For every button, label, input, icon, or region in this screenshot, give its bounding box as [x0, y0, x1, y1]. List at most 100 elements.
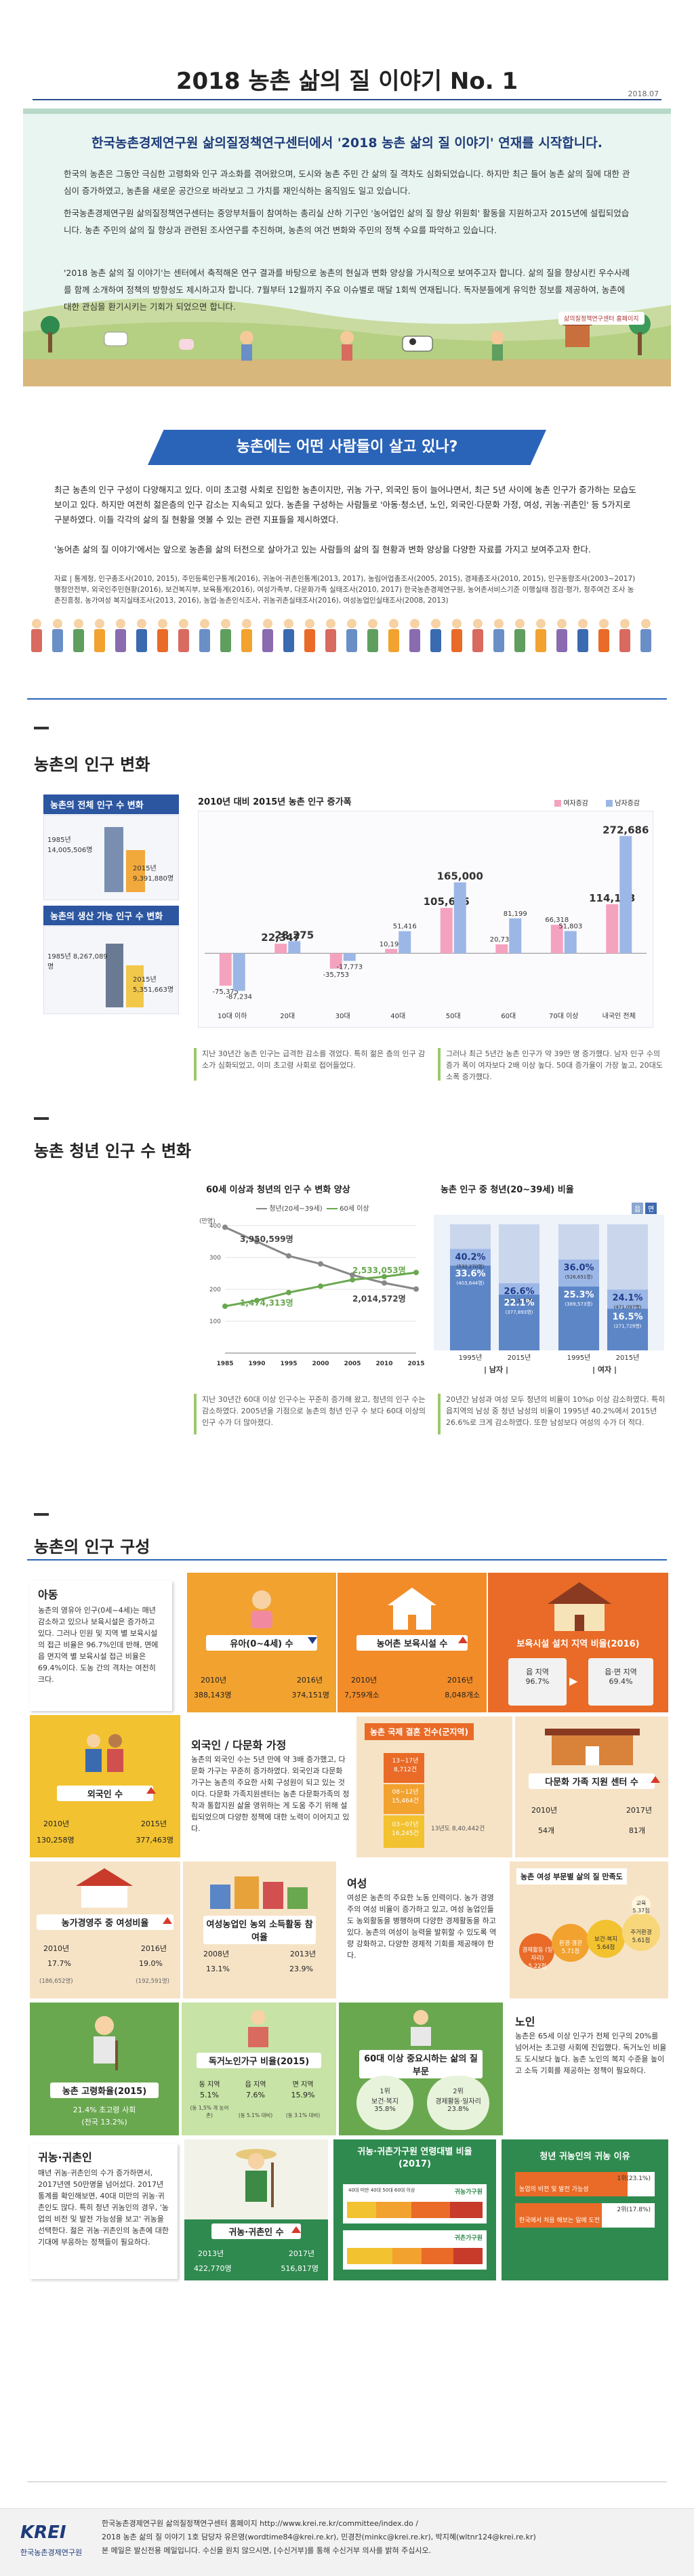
person-body-icon	[115, 629, 126, 652]
youth-note-1: 지난 30년간 60대 이상 인구수는 꾸준히 증가해 왔고, 청년의 인구 수…	[202, 1395, 426, 1427]
elder-rate-sub: (전국 13.2%)	[81, 2118, 127, 2127]
person-head-icon	[557, 619, 567, 628]
person-head-icon	[347, 619, 356, 628]
single-elder-value-2: 7.6%	[246, 2091, 265, 2099]
banner-title: 농촌에는 어떤 사람들이 살고 있나?	[236, 439, 458, 456]
group-label-female: | 여자 |	[592, 1365, 617, 1374]
woman-sat-top-value: 5.37점	[632, 1908, 650, 1914]
ratio-tab-eup[interactable]: 읍	[632, 1203, 644, 1214]
footer-line-3[interactable]: 본 메일은 발신전용 메일입니다. 수신을 원치 않으시면, [수신거부]를 통…	[102, 2546, 432, 2555]
bar-myeon	[450, 1266, 491, 1350]
x-tick-label: 1995	[280, 1361, 297, 1367]
legend-female-label: 여자증감	[563, 800, 588, 807]
elder-title: 노인	[515, 2015, 535, 2028]
center-homepage-link[interactable]: 삶의질정책연구센터 홈페이지	[558, 312, 645, 325]
woman-sat-b1-value: 5.22점	[528, 1963, 547, 1970]
total-population-box-title: 농촌의 전체 인구 수 변화	[43, 794, 179, 814]
person-body-icon	[577, 629, 588, 652]
single-elder-tile: 독거노인가구 비율(2015) 동 지역 읍 지역 면 지역 5.1% 7.6% 15.…	[182, 2003, 336, 2135]
young-reason-1-label: 농업의 비전 및 발전 가능성	[519, 2186, 589, 2193]
series-point	[350, 1272, 355, 1278]
footer-text: 한국농촌경제연구원 삶의질정책연구센터 홈페이지 http://www.krei…	[102, 2517, 671, 2558]
intro-panel: 한국농촌경제연구원 삶의질정책연구센터에서 '2018 농촌 삶의 질 이야기'…	[23, 108, 671, 386]
elder-need-rank-1-value: 35.8%	[374, 2106, 396, 2113]
data-label: -75,375	[212, 988, 239, 996]
y-tick-label: 200	[209, 1287, 221, 1293]
elder-need-rank-2-name: 경제활동·일자리	[435, 2098, 481, 2106]
bar-value-myeon: 16.5%	[612, 1312, 642, 1323]
person-head-icon	[284, 619, 293, 628]
person-head-icon	[263, 619, 272, 628]
person-head-icon	[200, 619, 209, 628]
person-body-icon	[136, 629, 147, 652]
infant-value-2: 374,151명	[291, 1691, 329, 1699]
chart-frame	[198, 811, 653, 1028]
person-head-icon	[116, 619, 125, 628]
person-body-icon	[73, 629, 84, 652]
productive-2015-label: 2015년 5,351,663명	[133, 976, 174, 994]
data-label: -17,773	[336, 964, 363, 971]
lead-text: 최근 농촌의 인구 구성이 다양해지고 있다. 이미 초고령 사회로 진입한 농…	[54, 485, 636, 525]
section-divider-1	[27, 698, 667, 700]
bar	[606, 904, 619, 954]
bar-myeon	[607, 1308, 648, 1350]
intl-marriage-a: 08~12년 15,464건	[392, 1789, 419, 1805]
returnee-age-title: 귀농·귀촌가구원 연령대별 비율(2017)	[357, 2147, 472, 2169]
person-head-icon	[74, 619, 83, 628]
x-tick-label: 내국인 전체	[603, 1012, 636, 1020]
foreigner-value-2: 377,463명	[136, 1836, 174, 1845]
person-body-icon	[451, 629, 462, 652]
person-body-icon	[31, 629, 42, 652]
woman-sat-b4-label: 주거환경	[630, 1929, 652, 1936]
access-tile: 보육시설 설치 지역 비율(2016) 읍 지역 96.7% ▶ 읍·면 지역 69…	[488, 1573, 668, 1712]
series-point	[254, 1297, 260, 1304]
bar	[453, 882, 466, 954]
bar	[288, 941, 301, 954]
bar	[219, 953, 232, 986]
elder-need-rank-1-label: 1위	[380, 2088, 390, 2095]
youth-line-chart-title: 60세 이상과 청년의 인구 수 변화 양상	[206, 1185, 350, 1195]
bar	[343, 953, 356, 961]
bar-value-eup: 24.1%	[612, 1293, 642, 1303]
person-body-icon	[640, 629, 651, 652]
access-eup-label: 읍 지역	[526, 1668, 549, 1676]
elder-need-rank-2-label: 2위	[453, 2088, 464, 2095]
elderly-person-icon	[94, 2016, 118, 2070]
legend-male-label: 남자증감	[615, 800, 640, 807]
farm-woman-tile: 농가경영주 중 여성비율 2010년 2016년 17.7% 19.0% (186,…	[30, 1861, 180, 1998]
intl-marriage-d: 13년도 8,40,442건	[431, 1826, 485, 1832]
ratio-tab-myeon[interactable]: 면	[645, 1203, 657, 1214]
daycare-title: 농어촌 보육시설 수	[356, 1635, 468, 1651]
daycare-building-icon	[388, 1588, 436, 1630]
age-label-2: 40대	[370, 2188, 382, 2193]
woman-sat-b2-value: 5.71점	[561, 1948, 580, 1955]
person-body-icon	[304, 629, 315, 652]
young-reason-1-value: 1위(23.1%)	[617, 2175, 651, 2182]
woman-desc-block: 여성 여성은 농촌의 주요한 노동 인력이다. 농가 경영주의 여성 비율이 증…	[347, 1878, 499, 1961]
daycare-year-2: 2016년	[447, 1676, 473, 1685]
bar-value-eup: 40.2%	[455, 1252, 485, 1262]
x-tick-label: 70대 이상	[549, 1012, 579, 1020]
series-point	[222, 1224, 228, 1230]
person-head-icon	[410, 619, 420, 628]
intl-marriage-b: 13~17년 8,712건	[392, 1758, 419, 1773]
woman-sat-b1: 경제활동 (일자리) 5.22점	[522, 1946, 553, 1970]
female-biz-year-2: 2013년	[289, 1950, 316, 1958]
access-myeon-label: 읍·면 지역	[605, 1668, 637, 1676]
footer-line-1[interactable]: 한국농촌경제연구원 삶의질정책연구센터 홈페이지 http://www.krei…	[102, 2519, 419, 2528]
increase-arrow-icon	[458, 1636, 468, 1643]
bar-value-myeon: 33.6%	[455, 1269, 485, 1279]
intl-marriage-tile: 농촌 국제 결혼 건수(군지역) 13~17년 8,712건 08~12년 15…	[356, 1716, 512, 1857]
legend-old-swatch	[326, 1208, 338, 1209]
bar	[385, 948, 398, 954]
person-body-icon	[472, 629, 483, 652]
lead-text-2: '농어촌 삶의 질 이야기'에서는 앞으로 농촌을 삶의 터전으로 살아가고 있…	[54, 544, 591, 555]
woman-sat-b4: 주거환경 5.61점	[626, 1928, 657, 1944]
female-biz-title: 여성농업인 농외 소득활동 참여율	[203, 1916, 316, 1944]
x-tick-label: 30대	[335, 1012, 350, 1020]
person-body-icon	[283, 629, 294, 652]
single-elder-value-1: 5.1%	[200, 2091, 219, 2099]
age-segment	[450, 2202, 483, 2218]
series-point	[318, 1283, 323, 1289]
